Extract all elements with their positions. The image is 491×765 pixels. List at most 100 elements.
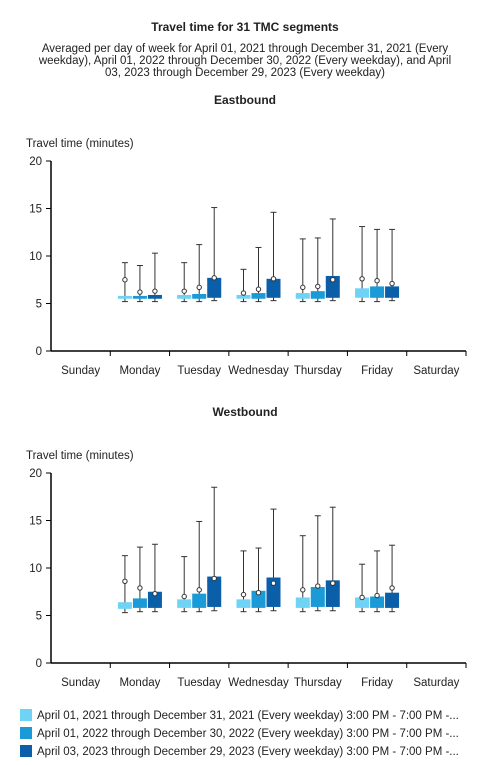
box-lower [132,604,147,608]
legend-label-3: April 03, 2023 through December 29, 2023… [37,746,459,758]
mean-marker [152,590,158,597]
box-upper [192,294,207,296]
mean-marker [240,591,247,598]
box-lower [325,586,340,607]
box-lower [236,296,251,299]
x-tick-label: Wednesday [228,365,289,377]
legend-swatch-1 [20,709,32,721]
mean-marker [359,276,365,282]
box-lower [147,296,162,299]
mean-marker [315,283,321,290]
box-tuesday-series-1 [177,262,192,303]
mean-marker [374,592,380,599]
x-tick-label: Friday [361,677,393,689]
box-lower [266,281,281,298]
box-monday-series-2 [132,546,147,613]
box-tuesday-series-1 [177,556,192,613]
mean-marker [211,275,217,281]
eastbound-panel: Eastbound Travel time (minutes) 0 5 10 15 20 Su… [26,93,467,377]
mean-marker [240,290,247,296]
box-friday-series-3 [385,544,400,613]
box-lower [385,290,400,298]
box-upper [236,599,251,605]
y-tick-label: 20 [29,156,42,168]
box-monday-series-2 [132,265,147,303]
legend: April 01, 2021 through December 31, 2021… [20,709,459,758]
box-lower [117,606,132,609]
box-lower [370,604,385,608]
box-upper [385,286,400,291]
box-lower [295,603,310,608]
box-lower [177,604,192,608]
mean-marker [315,583,321,589]
x-tick-label: Saturday [413,365,459,377]
x-tick-label: Tuesday [177,365,221,377]
y-tick-label: 10 [29,251,42,263]
mean-marker [300,284,306,291]
box-upper [295,293,310,296]
box-upper [177,599,192,605]
mean-marker [181,593,187,600]
x-tick-label: Monday [119,677,160,689]
box-lower [147,599,162,608]
figure-subtitle-line-1: Averaged per day of week for April 01, 2… [42,43,449,55]
box-upper [385,592,400,597]
box-thursday-series-2 [310,237,325,303]
box-friday-series-1 [355,563,370,613]
mean-marker [211,575,217,582]
y-tick-label: 5 [36,611,42,623]
box-lower [192,603,207,608]
mean-marker [196,587,202,593]
box-upper [355,597,370,604]
mean-marker [374,278,380,284]
x-tick-label: Sunday [61,677,100,689]
mean-marker [389,585,395,591]
y-tick-label: 20 [29,468,42,480]
mean-marker [181,288,187,294]
box-friday-series-1 [355,226,370,303]
box-lower [236,604,251,608]
box-upper [192,593,207,604]
box-lower [325,281,340,298]
mean-marker [255,286,262,292]
box-tuesday-series-2 [192,244,207,303]
x-tick-label: Tuesday [177,677,221,689]
westbound-panel: Westbound Travel time (minutes) 0 5 10 15 20 Su… [26,405,467,689]
box-lower [310,598,325,607]
box-friday-series-2 [370,550,385,613]
y-tick-label: 0 [36,346,42,358]
box-lower [177,296,192,299]
mean-marker [196,284,202,291]
legend-swatch-2 [20,727,32,739]
box-wednesday-series-3 [266,508,281,612]
y-tick-label: 15 [29,516,42,528]
box-thursday-series-1 [295,238,310,303]
figure-subtitle-line-3: 03, 2023 through December 29, 2023 (Ever… [105,67,385,79]
box-friday-series-2 [370,228,385,303]
box-tuesday-series-3 [207,486,222,612]
mean-marker [137,585,143,591]
mean-marker [122,578,128,584]
mean-marker [137,289,143,295]
mean-marker [270,276,277,282]
x-tick-label: Thursday [294,677,342,689]
box-lower [251,295,266,299]
box-monday-series-3 [147,252,162,303]
x-tick-label: Saturday [413,677,459,689]
y-tick-label: 15 [29,204,42,216]
box-upper [251,293,266,296]
box-monday-series-1 [117,262,132,303]
box-thursday-series-2 [310,515,325,612]
box-upper [147,294,162,297]
x-tick-label: Wednesday [228,677,289,689]
box-tuesday-series-2 [192,520,207,613]
box-upper [236,294,251,297]
y-tick-label: 0 [36,658,42,670]
mean-marker [389,280,395,287]
figure-subtitle-line-2: weekday), April 01, 2022 through Decembe… [38,55,451,67]
box-upper [310,587,325,599]
box-friday-series-3 [385,228,400,302]
mean-marker [330,580,336,586]
box-upper [132,598,147,605]
legend-swatch-3 [20,745,32,757]
